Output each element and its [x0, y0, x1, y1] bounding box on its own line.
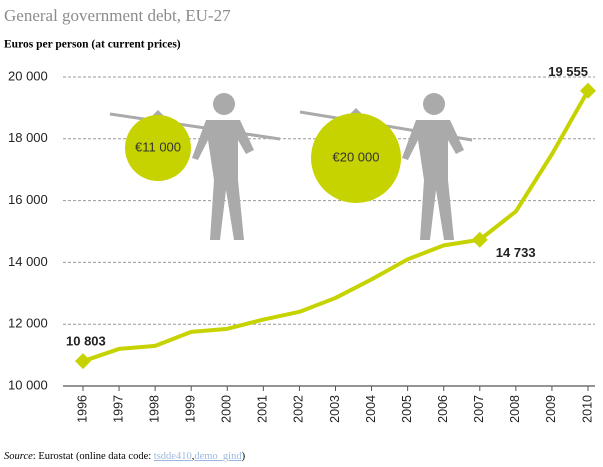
source-text: : Eurostat (online data code:	[33, 451, 154, 462]
x-tick-label: 1998	[147, 395, 161, 423]
x-tick-label: 2000	[220, 395, 234, 423]
point-marker	[580, 82, 596, 99]
source-end: )	[242, 451, 246, 462]
source-link[interactable]: demo_gind	[194, 451, 242, 462]
y-tick-label: 14 000	[8, 254, 48, 269]
source-note: Source: Eurostat (online data code: tsdd…	[4, 451, 246, 462]
data-label: 19 555	[548, 64, 588, 79]
source-label: Source	[4, 451, 33, 462]
y-tick-label: 20 000	[8, 68, 48, 83]
y-tick-label: 16 000	[8, 192, 48, 207]
annotation: €20 000	[333, 149, 380, 164]
x-tick-label: 2008	[508, 395, 522, 423]
data-label: 10 803	[66, 334, 106, 349]
y-tick-label: 10 000	[8, 377, 48, 392]
annotation: €11 000	[135, 139, 181, 154]
data-label: 14 733	[496, 245, 536, 260]
chart-title: General government debt, EU-27	[4, 6, 231, 25]
x-tick-label: 2004	[364, 395, 378, 423]
point-marker	[75, 353, 91, 370]
y-tick-label: 12 000	[8, 316, 48, 331]
source-link[interactable]: tsdde410	[154, 451, 192, 462]
x-tick-label: 1996	[75, 395, 89, 423]
data-line	[82, 89, 590, 364]
x-tick-label: 2005	[400, 395, 414, 423]
x-tick-label: 1999	[184, 395, 198, 423]
x-tick-label: 2003	[328, 395, 342, 423]
x-tick-label: 1997	[111, 395, 125, 423]
chart-subtitle: Euros per person (at current prices)	[4, 39, 181, 51]
x-tick-label: 2009	[544, 395, 558, 423]
x-tick-label: 2010	[580, 395, 594, 423]
point-marker	[471, 231, 488, 248]
source-sep: ,	[192, 451, 195, 462]
x-tick-label: 2006	[436, 395, 450, 423]
y-tick-label: 18 000	[8, 130, 48, 145]
illustration	[109, 93, 473, 240]
x-tick-label: 2001	[256, 395, 270, 423]
x-tick-label: 2007	[472, 395, 486, 423]
x-tick-label: 2002	[292, 395, 306, 423]
